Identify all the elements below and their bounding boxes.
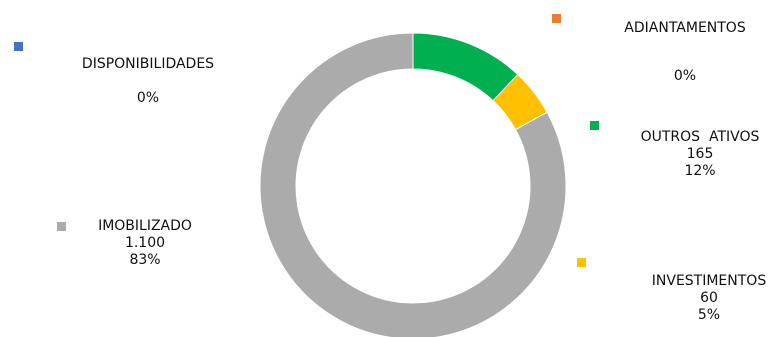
data-label-investimentos: INVESTIMENTOS 60 5% bbox=[624, 273, 779, 337]
legend-swatch-outros-ativos bbox=[590, 121, 599, 130]
slices-group bbox=[259, 32, 567, 337]
label-adiantamentos-name: ADIANTAMENTOS bbox=[624, 20, 746, 36]
label-disponibilidades-name: DISPONIBILIDADES bbox=[81, 56, 215, 72]
label-outros-ativos-name: OUTROS ATIVOS bbox=[640, 129, 760, 145]
label-adiantamentos-value bbox=[590, 37, 779, 54]
label-outros-ativos-percent: 12% bbox=[684, 163, 716, 179]
label-investimentos-percent: 5% bbox=[697, 307, 721, 323]
legend-swatch-adiantamentos bbox=[552, 14, 561, 23]
label-adiantamentos-percent: 0% bbox=[673, 68, 697, 84]
data-label-adiantamentos: ADIANTAMENTOS 0% bbox=[590, 20, 779, 85]
label-investimentos-name: INVESTIMENTOS bbox=[651, 273, 767, 289]
label-disponibilidades-percent: 0% bbox=[136, 90, 160, 106]
legend-swatch-investimentos bbox=[577, 258, 586, 267]
label-imobilizado-value: 1.100 bbox=[124, 235, 166, 251]
legend-swatch-imobilizado bbox=[57, 222, 66, 231]
legend-swatch-disponibilidades bbox=[14, 42, 23, 51]
data-label-disponibilidades: DISPONIBILIDADES 0% bbox=[53, 56, 243, 107]
data-label-imobilizado: IMOBILIZADO 1.100 83% bbox=[70, 218, 220, 269]
label-imobilizado-percent: 83% bbox=[129, 252, 161, 268]
label-outros-ativos-value: 165 bbox=[686, 146, 714, 162]
label-investimentos-value: 60 bbox=[700, 290, 718, 306]
label-disponibilidades-value bbox=[53, 73, 243, 90]
slice-imobilizado bbox=[259, 32, 567, 337]
data-label-outros-ativos: OUTROS ATIVOS 165 12% bbox=[625, 129, 775, 180]
label-imobilizado-name: IMOBILIZADO bbox=[98, 218, 192, 234]
